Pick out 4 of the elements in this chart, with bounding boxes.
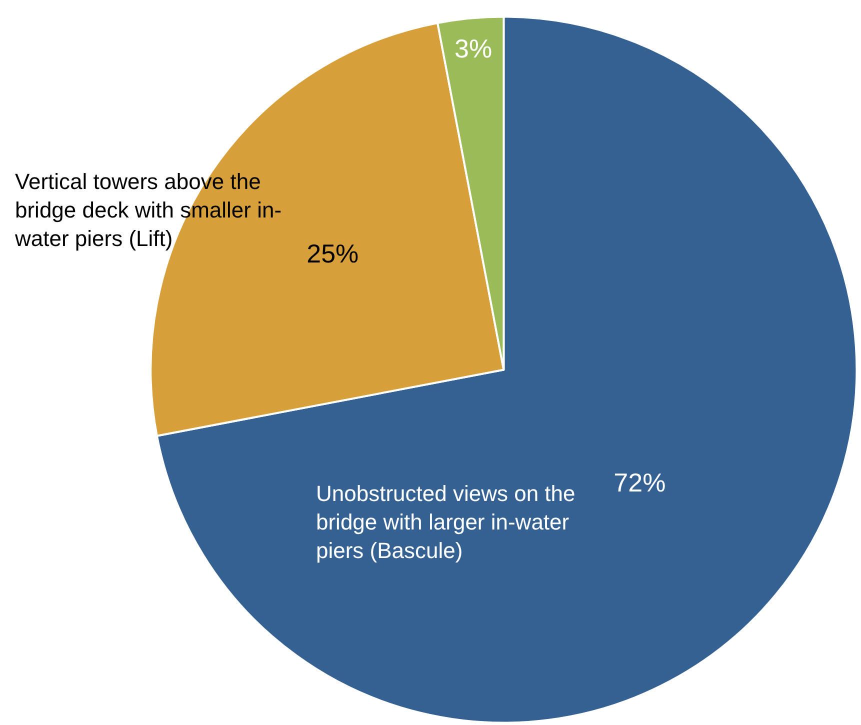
slice-label: Unobstructed views on the bridge with larger in-water piers (Bascule): [316, 481, 576, 564]
data-label: 72%: [614, 467, 666, 498]
data-label: 3%: [454, 34, 492, 64]
data-label: 25%: [306, 238, 359, 269]
